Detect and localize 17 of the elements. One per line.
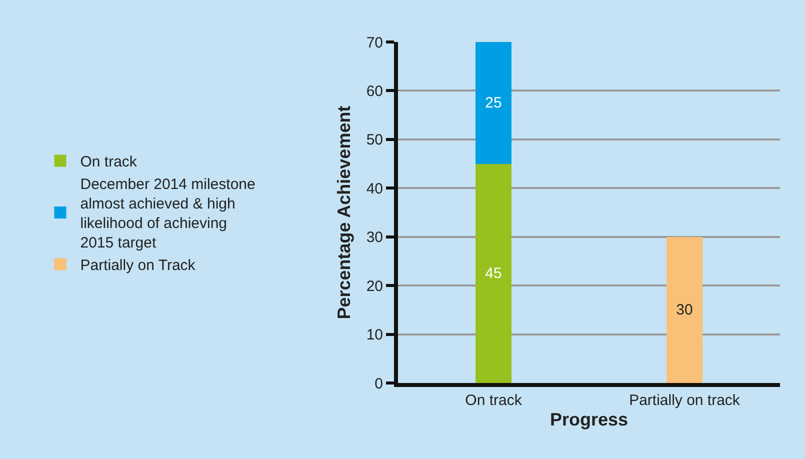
data-label: 45 <box>485 264 502 282</box>
y-tick-label: 40 <box>366 180 383 198</box>
data-label: 25 <box>485 94 502 112</box>
y-tick-label: 0 <box>374 375 383 392</box>
y-tick-label: 70 <box>366 34 383 52</box>
y-axis-title: Percentage Achievement <box>334 106 354 320</box>
legend-label: On track <box>80 154 138 171</box>
data-label: 30 <box>676 301 693 318</box>
legend-label: Partially on Track <box>80 257 196 274</box>
x-tick-label: Partially on track <box>629 392 740 409</box>
y-tick-label: 30 <box>366 229 383 246</box>
x-axis-title: Progress <box>550 410 628 430</box>
legend-label: December 2014 milestone almost achieved & high likelihood of achieving 2015 target <box>80 176 256 252</box>
y-tick-label: 20 <box>366 278 383 295</box>
y-tick-label: 60 <box>366 82 383 100</box>
y-tick-label: 50 <box>366 132 383 149</box>
y-tick-label: 10 <box>366 326 383 344</box>
